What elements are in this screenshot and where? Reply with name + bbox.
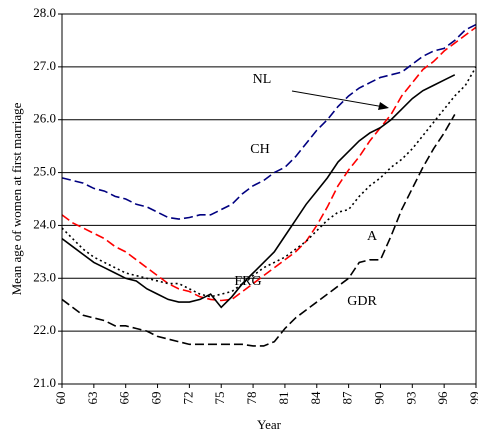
lines <box>61 23 477 347</box>
annotation: A <box>367 229 378 244</box>
arrow-head <box>378 102 389 110</box>
y-tick-label: 22.0 <box>33 322 56 337</box>
x-tick-label: 96 <box>435 391 450 405</box>
x-tick-label: 72 <box>180 392 195 405</box>
y-tick-label: 23.0 <box>33 269 56 284</box>
annotation: CH <box>250 142 269 157</box>
series-line <box>61 114 456 347</box>
x-tick-label: 63 <box>85 392 100 405</box>
x-tick-label: 66 <box>117 391 132 405</box>
x-tick-label: 99 <box>467 392 478 405</box>
x-tick-label: 87 <box>340 391 355 405</box>
x-tick-label: 84 <box>308 391 323 405</box>
annotation: FRG <box>234 274 261 289</box>
y-tick-label: 28.0 <box>33 5 56 20</box>
annotation: NL <box>253 72 272 87</box>
y-tick-label: 26.0 <box>33 111 56 126</box>
series-line <box>61 23 477 220</box>
y-tick-label: 27.0 <box>33 58 56 73</box>
x-tick-label: 93 <box>403 392 418 405</box>
x-tick-label: 90 <box>371 392 386 405</box>
grid <box>58 13 477 388</box>
plot-frame <box>61 13 477 385</box>
series-line <box>61 66 477 298</box>
y-axis-title: Mean age of women at first marriage <box>9 102 24 295</box>
x-tick-label: 81 <box>276 392 291 405</box>
y-tick-label: 25.0 <box>33 164 56 179</box>
x-tick-label: 75 <box>212 392 227 405</box>
x-tick-label: 78 <box>244 392 259 405</box>
series-line <box>61 74 456 309</box>
x-axis-title: Year <box>257 417 282 432</box>
x-tick-label: 69 <box>149 392 164 405</box>
y-tick-label: 21.0 <box>33 375 56 390</box>
y-tick-label: 24.0 <box>33 216 56 231</box>
annotation: GDR <box>347 294 377 309</box>
series-line <box>61 26 477 302</box>
annotation-arrow <box>291 90 385 108</box>
x-tick-label: 60 <box>53 392 68 405</box>
